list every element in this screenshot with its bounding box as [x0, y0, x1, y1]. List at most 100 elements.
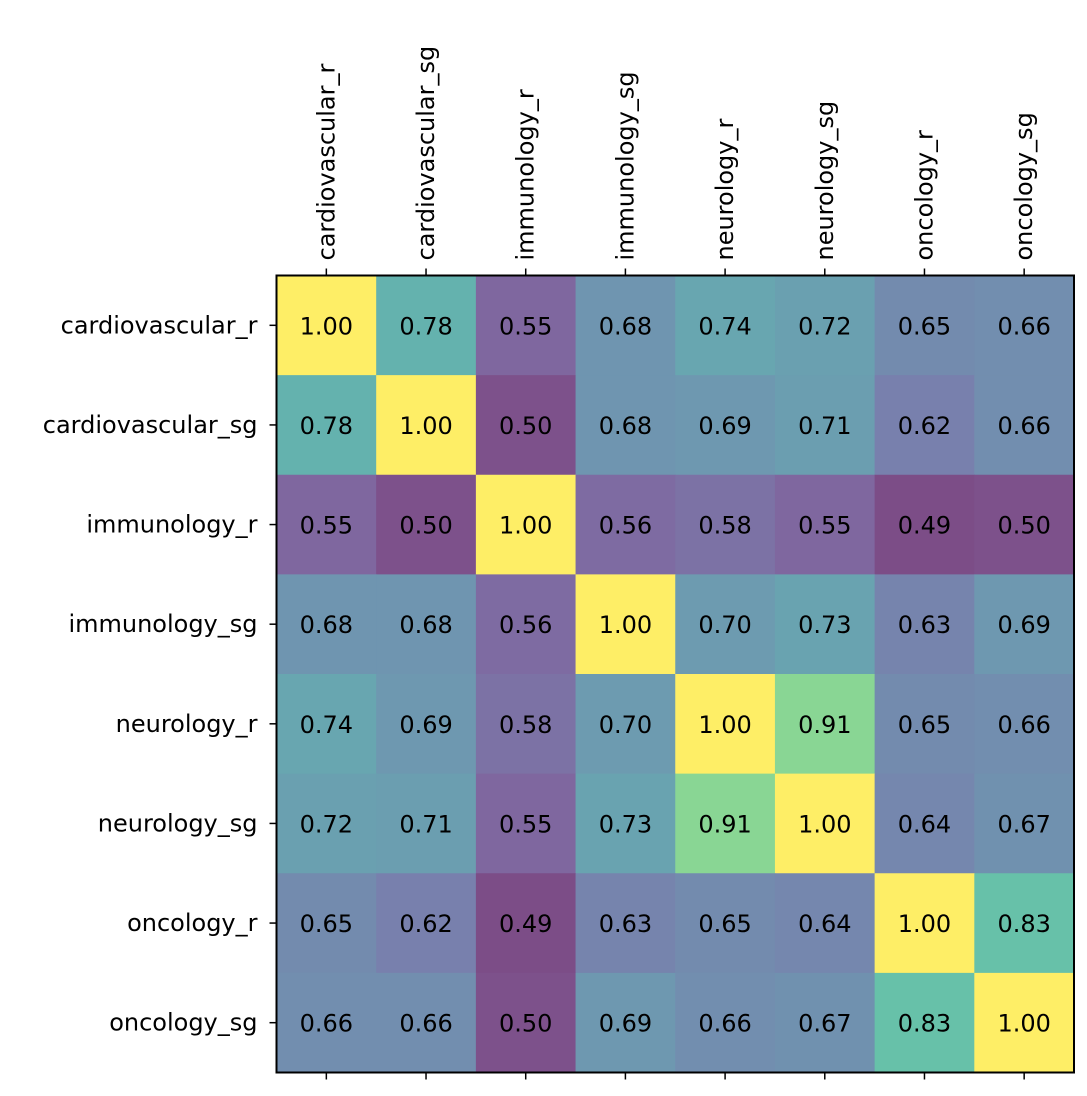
heatmap-cell	[575, 574, 676, 675]
cell-value-label: 0.68	[599, 412, 652, 440]
y-tick-label: immunology_r	[86, 511, 257, 539]
cell-value-label: 0.83	[898, 1010, 951, 1038]
heatmap-cell	[774, 275, 876, 376]
cell-value-label: 0.73	[599, 810, 652, 838]
heatmap-cell	[575, 972, 676, 1073]
heatmap-cell	[675, 873, 776, 974]
heatmap-cell	[974, 674, 1075, 775]
heatmap-cell	[276, 275, 377, 376]
heatmap-cell	[675, 773, 776, 874]
heatmap-cell	[276, 474, 377, 575]
heatmap-cell	[475, 474, 577, 575]
heatmap-cells	[276, 275, 1075, 1073]
heatmap-cell	[376, 773, 477, 874]
cell-value-label: 0.49	[898, 512, 951, 540]
cell-value-label: 0.73	[798, 611, 851, 639]
cell-value-label: 0.78	[399, 312, 452, 340]
cell-value-label: 0.64	[798, 910, 851, 938]
heatmap-cell	[874, 674, 975, 775]
cell-value-label: 0.63	[898, 611, 951, 639]
cell-value-label: 0.58	[499, 711, 552, 739]
cell-value-label: 0.91	[698, 810, 751, 838]
heatmap-cell	[376, 275, 477, 376]
cell-value-label: 0.71	[399, 810, 452, 838]
heatmap-cell	[475, 275, 577, 376]
x-tick-label: cardiovascular_r	[312, 64, 340, 261]
cell-value-label: 0.56	[599, 512, 652, 540]
cell-value-label: 0.71	[798, 412, 851, 440]
heatmap-cell	[974, 574, 1075, 675]
heatmap-cell	[575, 674, 676, 775]
cell-value-label: 0.55	[300, 512, 353, 540]
cell-value-label: 0.66	[997, 312, 1050, 340]
x-tick-label: cardiovascular_sg	[412, 46, 440, 261]
heatmap-cell	[376, 873, 477, 974]
x-tick-label: oncology_r	[910, 130, 938, 261]
cell-value-label: 0.68	[399, 611, 452, 639]
heatmap-cell	[675, 375, 776, 476]
cell-value-label: 0.50	[499, 1010, 552, 1038]
cell-value-label: 0.64	[898, 810, 951, 838]
heatmap-cell	[575, 375, 676, 476]
cell-value-label: 0.74	[698, 312, 751, 340]
heatmap-cell	[675, 972, 776, 1073]
cell-value-label: 0.67	[997, 810, 1050, 838]
cell-value-label: 0.83	[997, 910, 1050, 938]
heatmap-cell	[974, 773, 1075, 874]
cell-value-label: 0.78	[300, 412, 353, 440]
heatmap-cell	[376, 574, 477, 675]
heatmap-cell	[874, 275, 975, 376]
cell-value-label: 0.65	[898, 312, 951, 340]
cell-value-label: 0.49	[499, 910, 552, 938]
y-tick-label: cardiovascular_r	[61, 311, 258, 339]
heatmap-cell	[774, 972, 876, 1073]
heatmap-cell	[376, 674, 477, 775]
cell-value-label: 0.66	[698, 1010, 751, 1038]
heatmap-cell	[276, 574, 377, 675]
heatmap-cell	[376, 375, 477, 476]
heatmap-cell	[575, 773, 676, 874]
heatmap-cell	[276, 773, 377, 874]
cell-value-label: 1.00	[898, 910, 951, 938]
heatmap-cell	[974, 275, 1075, 376]
heatmap-cell	[475, 972, 577, 1073]
heatmap-cell	[475, 873, 577, 974]
heatmap-cell	[675, 574, 776, 675]
cell-value-label: 1.00	[798, 810, 851, 838]
cell-value-label: 0.66	[997, 711, 1050, 739]
y-tick-label: oncology_r	[127, 909, 258, 937]
cell-value-label: 0.66	[997, 412, 1050, 440]
cell-value-label: 1.00	[300, 312, 353, 340]
cell-value-label: 0.55	[499, 312, 552, 340]
heatmap-cell	[774, 574, 876, 675]
heatmap-cell	[575, 474, 676, 575]
x-tick-label: oncology_sg	[1010, 112, 1038, 260]
cell-value-label: 0.65	[898, 711, 951, 739]
heatmap-cell	[774, 773, 876, 874]
heatmap-cell	[376, 972, 477, 1073]
heatmap-cell	[874, 574, 975, 675]
heatmap-cell	[974, 972, 1075, 1073]
heatmap-cell	[475, 773, 577, 874]
heatmap-cell	[774, 474, 876, 575]
y-tick-label: immunology_sg	[68, 610, 257, 638]
plot-frame	[275, 274, 1075, 1074]
y-tick-label: cardiovascular_sg	[43, 411, 258, 439]
cell-value-label: 1.00	[997, 1010, 1050, 1038]
cell-value-label: 0.70	[698, 611, 751, 639]
x-tick-label: neurology_r	[711, 119, 739, 261]
cell-value-label: 0.68	[599, 312, 652, 340]
heatmap-cell	[376, 474, 477, 575]
heatmap-cell	[276, 873, 377, 974]
cell-value-label: 0.63	[599, 910, 652, 938]
cell-value-label: 0.65	[300, 910, 353, 938]
cell-value-label: 0.66	[399, 1010, 452, 1038]
heatmap-cell	[575, 275, 676, 376]
heatmap-cell	[874, 773, 975, 874]
y-tick-label: neurology_sg	[98, 809, 258, 837]
cell-value-label: 0.50	[499, 412, 552, 440]
cell-value-label: 0.69	[399, 711, 452, 739]
heatmap-cell	[874, 873, 975, 974]
cell-value-label: 0.50	[399, 512, 452, 540]
